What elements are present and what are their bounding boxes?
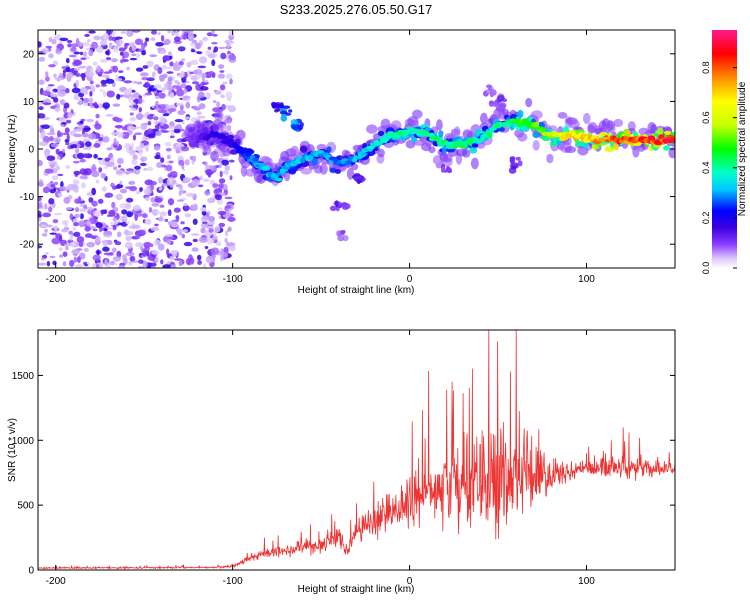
- colorbar-tick-label: 0.8: [701, 61, 711, 74]
- colorbar-tick-label: 0.0: [701, 262, 711, 275]
- spectrogram-ytick-label: 10: [23, 97, 35, 108]
- spectrogram-frame: [37, 29, 676, 269]
- snr-data: [38, 330, 675, 570]
- snr-frame: [37, 329, 676, 571]
- snr-xtick-label: 0: [407, 576, 413, 587]
- snr-ytick-label: 0: [28, 566, 34, 577]
- spectrogram-xlabel: Height of straight line (km): [298, 285, 415, 296]
- spectrogram-ylabel: Frequency (Hz): [7, 115, 18, 184]
- spectrogram-ytick-label: -10: [20, 192, 35, 203]
- spectrogram-ytick-label: 20: [23, 49, 35, 60]
- spectrogram-ytick-label: -20: [20, 240, 35, 251]
- snr-xtick-label: -100: [223, 576, 243, 587]
- snr-xtick-label: 100: [578, 576, 595, 587]
- snr-ytick-label: 1000: [12, 436, 35, 447]
- colorbar-label: Normalized spectral amplitude: [737, 81, 748, 216]
- spectrogram-xtick-label: 0: [407, 274, 413, 285]
- colorbar-tick-label: 0.4: [701, 162, 711, 175]
- spectrogram-data: [38, 30, 675, 268]
- snr-series-line: [38, 330, 675, 570]
- snr-ytick-label: 1500: [12, 371, 35, 382]
- snr-xlabel: Height of straight line (km): [298, 584, 415, 595]
- snr-ytick-label: 500: [17, 501, 34, 512]
- colorbar: 0.0 0.2 0.4 0.6 0.8 Normalized spectral ampl…: [701, 30, 748, 274]
- figure-title: S233.2025.276.05.50.G17: [280, 2, 433, 17]
- colorbar-tick-label: 0.2: [701, 212, 711, 225]
- spectrogram-xtick-label: 100: [578, 274, 595, 285]
- colorbar-tick-label: 0.6: [701, 111, 711, 124]
- spectrogram-xtick-label: -200: [46, 274, 66, 285]
- snr-background: [38, 330, 675, 570]
- colorbar-gradient: [712, 30, 737, 268]
- snr-ylabel: SNR (10 * v/v): [7, 418, 18, 482]
- snr-xtick-label: -200: [46, 576, 66, 587]
- colorbar-ticks: 0.0 0.2 0.4 0.6 0.8: [701, 61, 737, 274]
- spectrogram-ytick-label: 0: [28, 145, 34, 156]
- spectrogram-xtick-label: -100: [223, 274, 243, 285]
